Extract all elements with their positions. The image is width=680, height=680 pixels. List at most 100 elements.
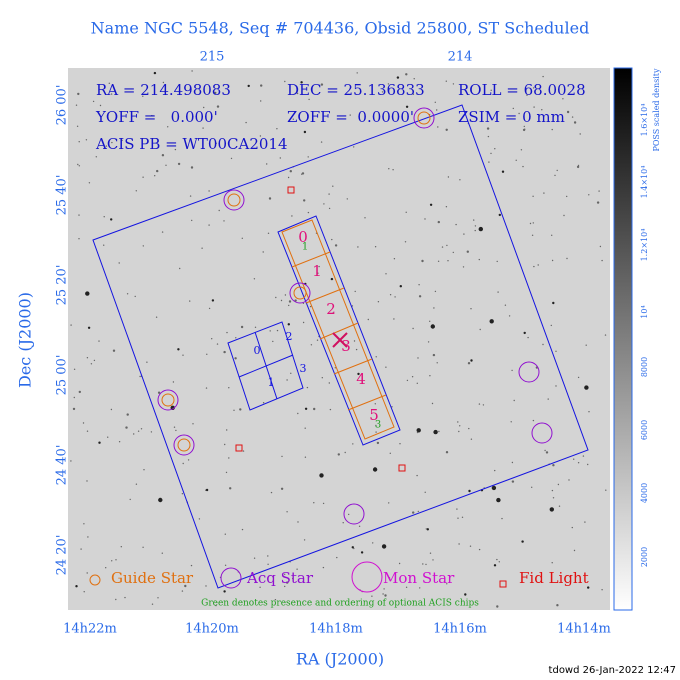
star: [304, 427, 306, 429]
star: [474, 229, 476, 232]
star: [412, 327, 414, 330]
star: [474, 225, 477, 227]
star: [161, 552, 163, 554]
header-zsim: ZSIM = 0 mm: [458, 108, 565, 126]
star: [229, 487, 232, 490]
star: [422, 563, 424, 565]
star: [224, 443, 226, 446]
star: [172, 381, 175, 383]
star: [523, 125, 525, 128]
star: [110, 408, 113, 411]
star: [211, 338, 213, 340]
star: [179, 267, 181, 270]
star: [274, 599, 277, 601]
star: [413, 78, 415, 80]
star: [427, 341, 430, 343]
star: [270, 491, 273, 494]
legend-mon: Mon Star: [383, 569, 455, 587]
star: [304, 456, 307, 458]
star: [239, 408, 242, 411]
star: [486, 127, 490, 130]
x-tick: 14h14m: [557, 622, 611, 637]
star: [284, 573, 286, 575]
star: [276, 329, 279, 332]
colorbar-label: 1.6×10⁴: [640, 104, 649, 137]
star: [587, 463, 589, 466]
star: [253, 278, 256, 280]
star: [224, 564, 227, 566]
star: [579, 133, 581, 135]
star: [388, 577, 391, 579]
star: [112, 349, 116, 352]
star: [405, 105, 409, 109]
star: [125, 426, 128, 429]
star: [437, 220, 440, 224]
star: [300, 81, 303, 84]
star: [152, 115, 154, 117]
star: [566, 195, 568, 198]
header-ra: RA = 214.498083: [96, 81, 231, 99]
star: [520, 149, 523, 151]
star: [411, 376, 414, 378]
star: [205, 387, 208, 389]
star: [223, 220, 225, 222]
star: [433, 429, 438, 435]
star: [374, 246, 377, 248]
star: [306, 386, 309, 389]
star: [496, 497, 501, 503]
footer: tdowd 26-Jan-2022 12:47: [549, 665, 676, 676]
star: [226, 429, 228, 431]
star: [463, 233, 465, 235]
star: [296, 568, 298, 570]
star: [455, 223, 457, 226]
star: [598, 190, 600, 192]
star: [354, 290, 356, 293]
star: [321, 377, 323, 379]
star: [584, 385, 589, 390]
legend-fid: Fid Light: [519, 569, 589, 587]
star: [388, 168, 390, 170]
star: [452, 83, 455, 85]
star: [155, 316, 158, 318]
star: [328, 193, 330, 195]
star: [80, 548, 82, 550]
star: [215, 142, 217, 144]
star: [177, 348, 180, 351]
star: [323, 203, 325, 205]
star: [526, 94, 528, 96]
star: [372, 542, 374, 544]
star: [344, 451, 346, 454]
star: [93, 359, 96, 362]
star: [272, 340, 274, 343]
star: [405, 73, 408, 76]
star: [121, 139, 123, 142]
x-tick: 14h18m: [309, 622, 363, 637]
star: [508, 315, 511, 317]
star: [78, 165, 81, 167]
star: [157, 597, 159, 599]
star: [389, 452, 391, 454]
star: [563, 214, 565, 217]
star: [228, 387, 230, 389]
star: [573, 549, 576, 552]
star: [458, 543, 460, 545]
star: [513, 399, 515, 402]
star: [527, 336, 529, 339]
star: [494, 469, 496, 472]
star: [389, 294, 392, 296]
star: [512, 107, 514, 110]
star-field: [70, 70, 607, 608]
star: [297, 412, 299, 415]
star: [364, 217, 366, 219]
star: [542, 75, 544, 78]
star: [284, 294, 287, 296]
star: [161, 231, 164, 233]
header-dec: DEC = 25.136833: [287, 81, 425, 99]
star: [353, 547, 355, 550]
star: [584, 521, 586, 523]
star: [228, 457, 230, 459]
acis-s-chip: 5: [369, 406, 379, 424]
star: [351, 546, 354, 549]
star: [87, 326, 91, 329]
